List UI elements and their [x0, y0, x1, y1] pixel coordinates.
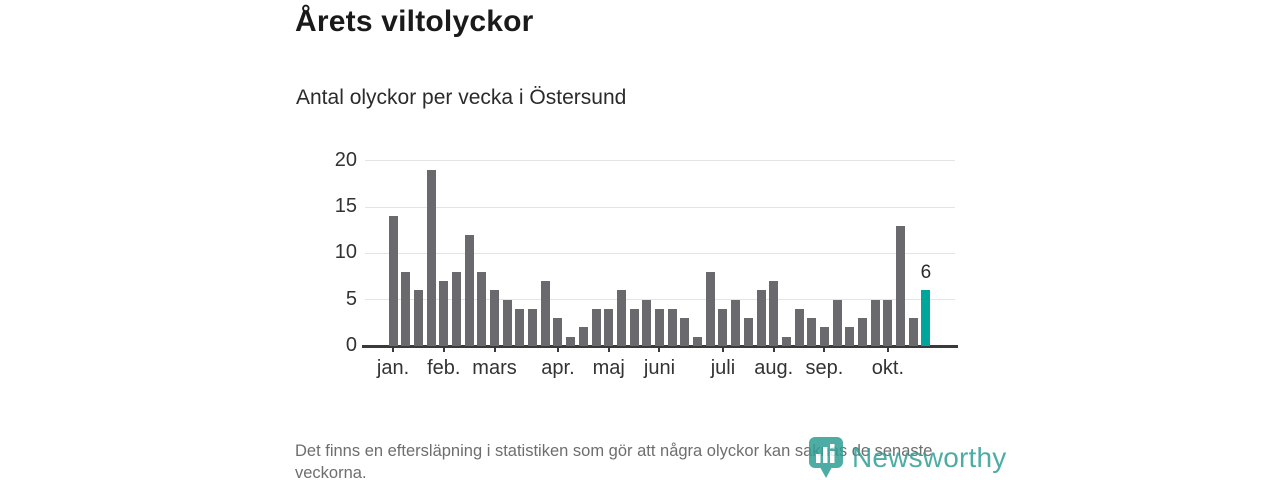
bar: [858, 318, 868, 346]
x-axis-tick: [493, 347, 496, 352]
newsworthy-logo-text: Newsworthy: [852, 442, 1007, 473]
x-axis-tick-label: sep.: [805, 357, 844, 379]
bar: [604, 308, 614, 346]
bar: [896, 225, 906, 346]
bar: [464, 234, 474, 346]
bar: [680, 318, 690, 346]
gridline: [365, 299, 955, 301]
x-axis-tick: [556, 347, 559, 352]
y-axis-tick-label: 15: [334, 195, 357, 218]
x-axis-tick: [442, 347, 445, 352]
bar: [756, 290, 766, 346]
bar: [566, 336, 576, 346]
gridline: [365, 206, 955, 208]
y-axis-tick-label: 20: [334, 148, 357, 171]
x-axis-tick-label: juni: [643, 357, 676, 379]
bar: [413, 290, 423, 346]
chart-footnote: Det finns en eftersläpning i statistiken…: [295, 442, 933, 480]
bar: [439, 281, 449, 346]
gridline: [365, 252, 955, 254]
bar: [477, 271, 487, 346]
chart-subtitle: Antal olyckor per vecka i Östersund: [296, 86, 627, 109]
bar: [769, 281, 779, 346]
bar: [807, 318, 817, 346]
bar: [553, 318, 563, 346]
bar: [515, 308, 525, 346]
bar: [705, 271, 715, 346]
bar: [832, 299, 842, 346]
bar: [451, 271, 461, 346]
bar: [781, 336, 791, 346]
bar: [388, 216, 398, 346]
x-axis-tick: [607, 347, 610, 352]
x-axis-tick: [886, 347, 889, 352]
x-axis-tick-label: maj: [592, 357, 625, 379]
bar: [908, 318, 918, 346]
newsworthy-logo: Newsworthy: [806, 436, 1006, 480]
bar: [819, 327, 829, 346]
x-axis-tick: [721, 347, 724, 352]
bar: [654, 308, 664, 346]
x-axis-tick-label: feb.: [427, 357, 461, 379]
x-axis-line: [362, 345, 958, 348]
bar: [743, 318, 753, 346]
bar: [731, 299, 741, 346]
y-axis-tick-label: 5: [345, 287, 357, 310]
bar-value-label: 6: [920, 262, 932, 284]
y-axis-tick-label: 10: [334, 241, 357, 264]
x-axis-tick: [392, 347, 394, 352]
x-axis-tick-label: apr.: [541, 357, 575, 379]
bar: [883, 299, 893, 346]
x-axis-tick-label: aug.: [754, 357, 794, 379]
bar: [845, 327, 855, 346]
x-axis-tick: [658, 347, 661, 352]
bar: [540, 281, 550, 346]
bar: [794, 308, 804, 346]
x-axis-tick-label: mars: [472, 357, 517, 379]
bar: [693, 336, 703, 346]
x-axis-tick-label: jan.: [376, 357, 410, 379]
x-axis-tick: [772, 347, 775, 352]
y-axis-tick-label: 0: [345, 334, 357, 356]
page-title: Årets viltolyckor: [295, 5, 534, 38]
bar: [426, 170, 436, 346]
bar: [642, 299, 652, 346]
bar: [718, 308, 728, 346]
bar: [629, 308, 639, 346]
newsworthy-bar-chart-pin-icon: [809, 437, 843, 478]
bar: [870, 299, 880, 346]
bar: [528, 308, 538, 346]
bar: [578, 327, 588, 346]
bar: [591, 308, 601, 346]
x-axis-tick-label: juli: [710, 357, 736, 379]
bar: [502, 299, 512, 346]
bar: [667, 308, 677, 346]
bar: [490, 290, 500, 346]
bar: [616, 290, 626, 346]
gridline: [365, 160, 955, 162]
x-axis-tick: [823, 347, 826, 352]
bar-highlighted: [921, 290, 931, 346]
x-axis-tick-label: okt.: [871, 357, 905, 379]
bar: [401, 271, 411, 346]
